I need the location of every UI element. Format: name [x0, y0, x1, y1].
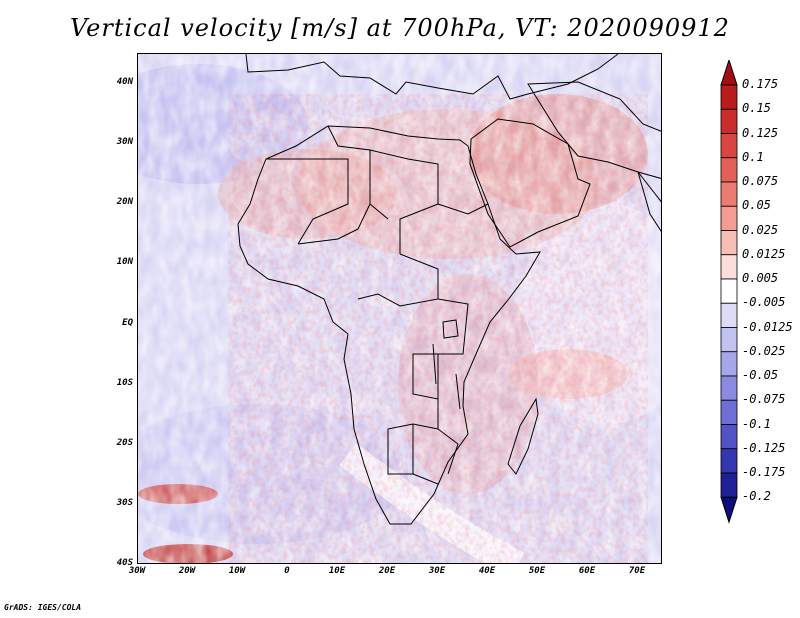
- lon-tick-label: 50E: [528, 566, 546, 576]
- lat-tick-label: 30N: [116, 137, 133, 148]
- map-panel: [137, 53, 662, 564]
- madagascar-outline: [507, 397, 539, 475]
- vertical-velocity-field: [138, 54, 661, 563]
- colorbar-level-label: 0.0125: [742, 246, 786, 261]
- colorbar-swatch: [720, 108, 738, 134]
- coastlines-and-borders: [237, 54, 661, 525]
- india-outline: [637, 171, 661, 232]
- colorbar-level-label: 0.075: [742, 174, 779, 188]
- colorbar-level-label: 0.15: [742, 101, 771, 116]
- colorbar-level-label: 0.05: [742, 198, 771, 213]
- colorbar-swatch: [720, 181, 738, 207]
- iran-outline: [527, 81, 661, 203]
- colorbar-swatch: [720, 84, 738, 110]
- lake-tanganyika: [432, 343, 461, 410]
- lon-tick-label: 10W: [228, 566, 246, 576]
- lat-tick-label: 10N: [116, 257, 133, 268]
- lon-tick-label: 0: [284, 566, 290, 576]
- lat-tick-label: 40S: [116, 558, 133, 568]
- colorbar-swatch: [720, 157, 738, 183]
- colorbar-swatch: [720, 399, 738, 425]
- colorbar-swatch: [720, 351, 738, 377]
- colorbar-swatch: [720, 424, 738, 450]
- lon-tick-label: 60E: [578, 566, 596, 576]
- colorbar-level-label: -0.075: [742, 392, 786, 407]
- colorbar-level-label: -0.025: [742, 343, 786, 358]
- colorbar-level-label: -0.0125: [742, 319, 793, 334]
- colorbar-upper-arrow: [720, 60, 738, 86]
- colorbar-level-label: 0.1: [742, 149, 764, 164]
- colorbar-level-label: -0.175: [742, 465, 786, 479]
- lat-tick-label: 10S: [116, 377, 133, 388]
- colorbar-swatch: [720, 205, 738, 231]
- europe-coastline: [245, 54, 619, 100]
- colorbar-swatch: [720, 448, 738, 474]
- velocity-background: [138, 54, 661, 563]
- lon-tick-label: 30W: [128, 566, 146, 576]
- colorbar-swatch: [720, 302, 738, 328]
- lat-tick-label: EQ: [122, 317, 133, 328]
- colorbar-level-label: -0.005: [742, 295, 786, 310]
- map-title: Vertical velocity [m/s] at 700hPa, VT: 2…: [70, 14, 730, 42]
- borders: [266, 125, 489, 485]
- colorbar-level-label: -0.05: [742, 368, 779, 382]
- colorbar-level-label: 0.175: [742, 77, 779, 91]
- colorbar-level-label: 0.005: [742, 271, 779, 285]
- lat-tick-label: 30S: [116, 497, 133, 508]
- lon-tick-label: 40E: [478, 566, 496, 576]
- colorbar-level-label: -0.1: [742, 416, 771, 431]
- lat-tick-label: 20S: [116, 437, 133, 448]
- colorbar-swatch: [720, 472, 738, 498]
- colorbar-lower-arrow: [720, 496, 738, 524]
- colorbar-swatch: [720, 327, 738, 353]
- lon-tick-label: 30E: [428, 566, 446, 576]
- colorbar: [720, 60, 738, 524]
- lon-tick-label: 20W: [178, 566, 196, 576]
- lon-tick-label: 10E: [328, 566, 346, 576]
- lat-tick-label: 40N: [116, 77, 133, 88]
- lon-tick-label: 20E: [378, 566, 396, 576]
- grads-credit: GrADS: IGES/COLA: [4, 603, 82, 612]
- colorbar-level-label: 0.025: [742, 222, 779, 237]
- colorbar-swatch: [720, 375, 738, 401]
- colorbar-swatch: [720, 230, 738, 256]
- colorbar-level-label: -0.2: [742, 489, 771, 504]
- colorbar-level-label: -0.125: [742, 440, 786, 455]
- colorbar-level-label: 0.125: [742, 125, 779, 140]
- africa-coastline: [237, 125, 541, 525]
- lat-tick-label: 20N: [116, 197, 133, 208]
- colorbar-swatch: [720, 133, 738, 159]
- lon-tick-label: 70E: [628, 566, 646, 576]
- colorbar-swatch: [720, 278, 738, 304]
- lake-victoria: [442, 319, 459, 339]
- colorbar-swatch: [720, 254, 738, 280]
